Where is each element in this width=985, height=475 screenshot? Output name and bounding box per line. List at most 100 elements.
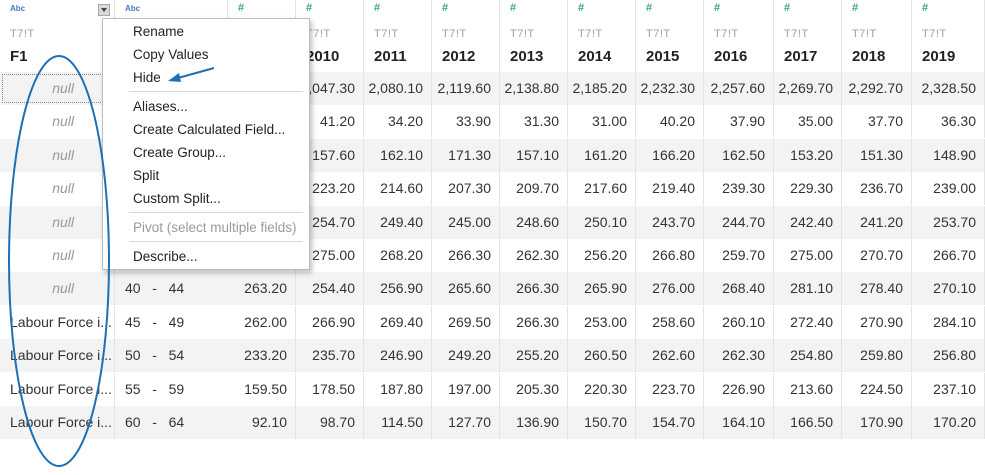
- value-cell[interactable]: 92.10: [228, 406, 296, 439]
- value-cell[interactable]: 246.90: [364, 339, 432, 373]
- value-cell[interactable]: 205.30: [500, 372, 568, 406]
- value-cell[interactable]: 262.60: [636, 339, 704, 373]
- value-cell[interactable]: 213.60: [774, 372, 842, 406]
- value-cell[interactable]: 260.10: [704, 305, 774, 339]
- f1-cell[interactable]: Labour Force i...: [0, 305, 115, 339]
- value-cell[interactable]: 224.50: [842, 372, 912, 406]
- value-cell[interactable]: 161.20: [568, 138, 636, 172]
- value-cell[interactable]: 170.90: [842, 406, 912, 439]
- age-range-cell[interactable]: 60 - 64: [125, 414, 185, 430]
- value-cell[interactable]: 223.70: [636, 372, 704, 406]
- value-cell[interactable]: 275.00: [296, 239, 364, 272]
- value-cell[interactable]: 2,269.70: [774, 72, 842, 105]
- value-cell[interactable]: 98.70: [296, 406, 364, 439]
- column-header[interactable]: # T7!T 2012: [432, 0, 500, 72]
- value-cell[interactable]: 220.30: [568, 372, 636, 406]
- value-cell[interactable]: 239.30: [704, 172, 774, 206]
- value-cell[interactable]: 265.90: [568, 272, 636, 306]
- value-cell[interactable]: 2,185.20: [568, 72, 636, 105]
- f1-cell[interactable]: null: [0, 272, 115, 306]
- value-cell[interactable]: 270.90: [842, 305, 912, 339]
- column-header[interactable]: Abc T7!T F1: [0, 0, 115, 72]
- value-cell[interactable]: 242.40: [774, 205, 842, 239]
- value-cell[interactable]: 157.60: [296, 138, 364, 172]
- value-cell[interactable]: 2,257.60: [704, 72, 774, 105]
- value-cell[interactable]: 244.70: [704, 205, 774, 239]
- value-cell[interactable]: 266.30: [500, 305, 568, 339]
- value-cell[interactable]: 2,138.80: [500, 72, 568, 105]
- column-header[interactable]: # T7!T 2010: [296, 0, 364, 72]
- value-cell[interactable]: 259.70: [704, 239, 774, 272]
- value-cell[interactable]: 2,080.10: [364, 72, 432, 105]
- value-cell[interactable]: 127.70: [432, 406, 500, 439]
- value-cell[interactable]: 255.20: [500, 339, 568, 373]
- menu-item-split[interactable]: Split: [133, 168, 160, 183]
- value-cell[interactable]: 229.30: [774, 172, 842, 206]
- value-cell[interactable]: 243.70: [636, 205, 704, 239]
- value-cell[interactable]: 226.90: [704, 372, 774, 406]
- value-cell[interactable]: 262.30: [500, 239, 568, 272]
- value-cell[interactable]: 254.40: [296, 272, 364, 306]
- value-cell[interactable]: 249.20: [432, 339, 500, 373]
- value-cell[interactable]: 272.40: [774, 305, 842, 339]
- value-cell[interactable]: 40.20: [636, 105, 704, 139]
- value-cell[interactable]: 260.50: [568, 339, 636, 373]
- value-cell[interactable]: 164.10: [704, 406, 774, 439]
- column-header[interactable]: # T7!T 2014: [568, 0, 636, 72]
- age-range-cell[interactable]: 45 - 49: [125, 313, 185, 330]
- menu-item-custom-split[interactable]: Custom Split...: [133, 191, 221, 206]
- value-cell[interactable]: 2,292.70: [842, 72, 912, 105]
- value-cell[interactable]: 214.60: [364, 172, 432, 206]
- menu-item-hide[interactable]: Hide: [133, 70, 161, 85]
- value-cell[interactable]: 41.20: [296, 105, 364, 139]
- value-cell[interactable]: 268.40: [704, 272, 774, 306]
- value-cell[interactable]: 266.80: [636, 239, 704, 272]
- value-cell[interactable]: 268.20: [364, 239, 432, 272]
- value-cell[interactable]: 266.30: [432, 239, 500, 272]
- value-cell[interactable]: 269.50: [432, 305, 500, 339]
- value-cell[interactable]: 281.10: [774, 272, 842, 306]
- value-cell[interactable]: 162.10: [364, 138, 432, 172]
- value-cell[interactable]: 35.00: [774, 105, 842, 139]
- value-cell[interactable]: 187.80: [364, 372, 432, 406]
- value-cell[interactable]: 207.30: [432, 172, 500, 206]
- value-cell[interactable]: 31.00: [568, 105, 636, 139]
- value-cell[interactable]: 265.60: [432, 272, 500, 306]
- value-cell[interactable]: 256.20: [568, 239, 636, 272]
- value-cell[interactable]: 166.20: [636, 138, 704, 172]
- value-cell[interactable]: 233.20: [228, 339, 296, 373]
- value-cell[interactable]: 34.20: [364, 105, 432, 139]
- value-cell[interactable]: 262.30: [704, 339, 774, 373]
- column-header[interactable]: # T7!T 2018: [842, 0, 912, 72]
- value-cell[interactable]: 154.70: [636, 406, 704, 439]
- menu-item-create-calculated-field[interactable]: Create Calculated Field...: [133, 122, 286, 137]
- age-range-cell[interactable]: 50 - 54: [125, 347, 185, 364]
- value-cell[interactable]: 162.50: [704, 138, 774, 172]
- age-range-cell[interactable]: 55 - 59: [125, 380, 185, 397]
- value-cell[interactable]: 248.60: [500, 205, 568, 239]
- menu-item-create-group[interactable]: Create Group...: [133, 145, 227, 160]
- f1-cell[interactable]: Labour Force i...: [0, 339, 115, 373]
- value-cell[interactable]: 219.40: [636, 172, 704, 206]
- value-cell[interactable]: 250.10: [568, 205, 636, 239]
- value-cell[interactable]: 278.40: [842, 272, 912, 306]
- value-cell[interactable]: 256.90: [364, 272, 432, 306]
- value-cell[interactable]: 254.80: [774, 339, 842, 373]
- column-header[interactable]: # T7!T 2013: [500, 0, 568, 72]
- value-cell[interactable]: 258.60: [636, 305, 704, 339]
- value-cell[interactable]: 223.20: [296, 172, 364, 206]
- value-cell[interactable]: 217.60: [568, 172, 636, 206]
- value-cell[interactable]: 157.10: [500, 138, 568, 172]
- value-cell[interactable]: 269.40: [364, 305, 432, 339]
- value-cell[interactable]: 275.00: [774, 239, 842, 272]
- value-cell[interactable]: 266.30: [500, 272, 568, 306]
- value-cell[interactable]: 270.70: [842, 239, 912, 272]
- column-header[interactable]: # T7!T 2016: [704, 0, 774, 72]
- value-cell[interactable]: 33.90: [432, 105, 500, 139]
- value-cell[interactable]: 2,232.30: [636, 72, 704, 105]
- value-cell[interactable]: 245.00: [432, 205, 500, 239]
- value-cell[interactable]: 37.70: [842, 105, 912, 139]
- menu-item-copy-values[interactable]: Copy Values: [133, 47, 209, 62]
- value-cell[interactable]: 150.70: [568, 406, 636, 439]
- value-cell[interactable]: 209.70: [500, 172, 568, 206]
